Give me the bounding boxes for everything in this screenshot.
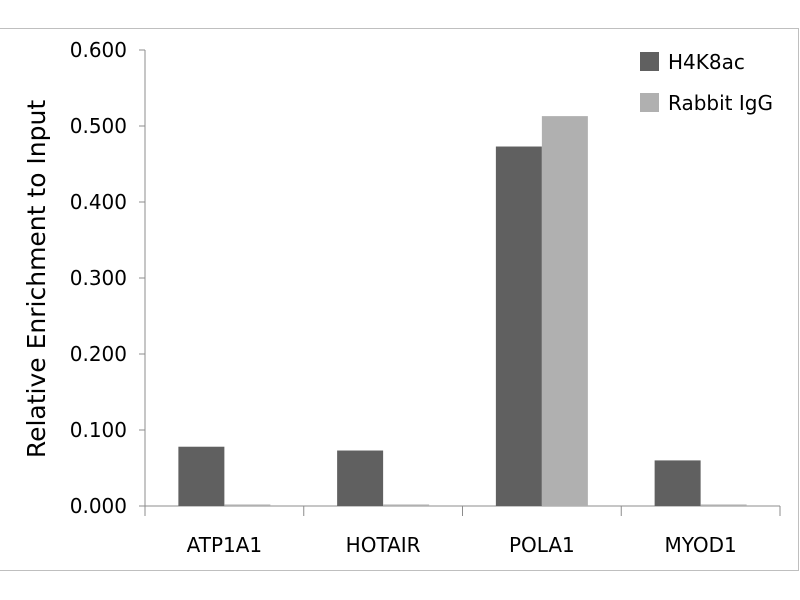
y-tick-label: 0.600	[70, 38, 127, 62]
legend-swatch	[640, 93, 659, 112]
y-tick-label: 0.400	[70, 190, 127, 214]
legend: H4K8ac Rabbit IgG	[640, 50, 773, 115]
x-tick-label: POLA1	[509, 533, 575, 557]
y-axis-title: Relative Enrichment to Input	[22, 100, 51, 459]
bar-h4k8ac	[337, 450, 384, 506]
y-tick-label: 0.000	[70, 494, 127, 518]
legend-label: Rabbit IgG	[668, 91, 773, 115]
y-tick-label: 0.500	[70, 114, 127, 138]
bar-h4k8ac	[178, 446, 225, 506]
y-tick-label: 0.200	[70, 342, 127, 366]
bar-rabbit-igg	[383, 504, 430, 506]
x-tick-label: ATP1A1	[187, 533, 263, 557]
legend-label: H4K8ac	[668, 50, 745, 74]
bar-rabbit-igg	[541, 116, 588, 507]
y-tick-label: 0.100	[70, 418, 127, 442]
y-tick-label: 0.300	[70, 266, 127, 290]
bar-rabbit-igg	[700, 504, 747, 506]
bars	[178, 116, 747, 507]
bar-h4k8ac	[654, 460, 701, 506]
axes: 0.000 0.100 0.200 0.300 0.400 0.500 0.600 ATP1A…	[70, 38, 781, 557]
chart-frame	[0, 28, 799, 571]
x-tick-label: HOTAIR	[346, 533, 421, 557]
x-tick-label: MYOD1	[665, 533, 737, 557]
bar-h4k8ac	[495, 146, 542, 506]
legend-swatch	[640, 52, 659, 71]
bar-rabbit-igg	[224, 504, 271, 506]
